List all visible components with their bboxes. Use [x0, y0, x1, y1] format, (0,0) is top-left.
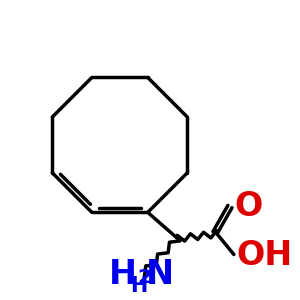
Text: H: H	[109, 258, 136, 291]
Text: 2: 2	[137, 268, 152, 287]
Text: OH: OH	[237, 239, 293, 272]
Text: N: N	[146, 258, 174, 291]
Text: O: O	[235, 190, 263, 223]
Text: H: H	[130, 276, 147, 296]
